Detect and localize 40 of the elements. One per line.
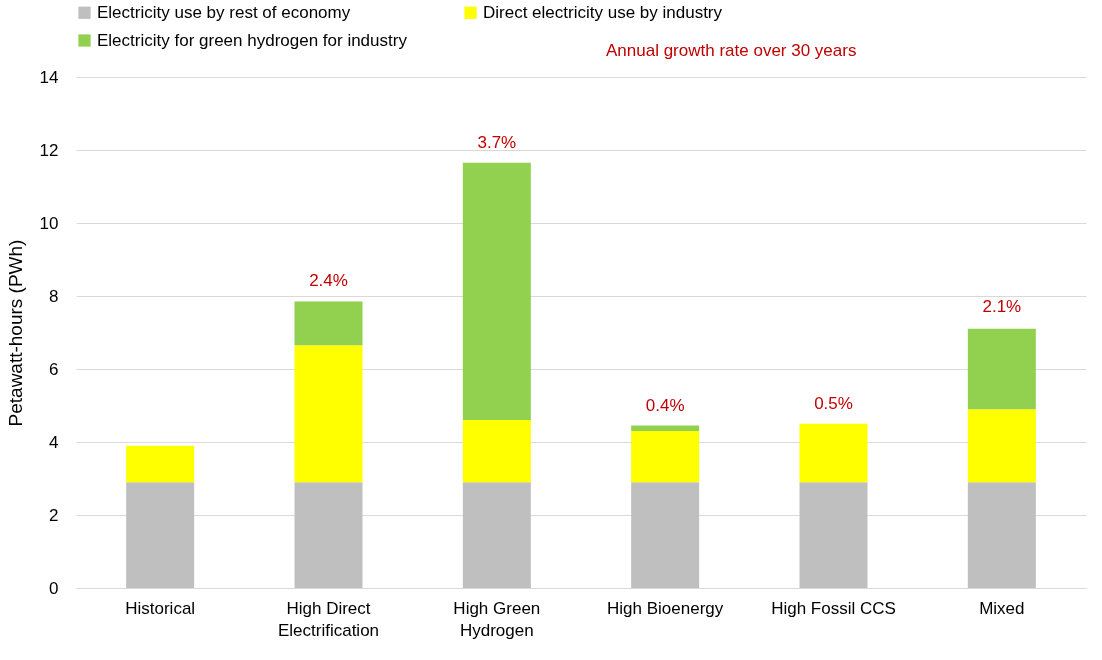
y-tick-label: 12 bbox=[39, 140, 59, 160]
legend-label: Electricity for green hydrogen for industry bbox=[97, 30, 408, 50]
y-tick-label: 2 bbox=[49, 505, 59, 525]
y-tick-label: 8 bbox=[49, 286, 59, 306]
x-tick-label: High Direct Electrification bbox=[277, 598, 380, 640]
annotation: 0.5% bbox=[814, 393, 853, 413]
bar bbox=[294, 345, 363, 483]
y-tick-label: 4 bbox=[49, 432, 59, 452]
annotation: 3.7% bbox=[477, 132, 517, 152]
bar bbox=[799, 423, 868, 483]
bar bbox=[967, 482, 1036, 588]
legend-label: Direct electricity use by industry bbox=[483, 2, 723, 22]
y-tick-label: 0 bbox=[49, 578, 59, 598]
bar bbox=[631, 425, 700, 432]
y-axis-title: Petawatt-hours (PWh) bbox=[4, 239, 26, 427]
legend-label: Electricity use by rest of economy bbox=[97, 2, 351, 22]
bar bbox=[462, 420, 531, 483]
annotation: 2.1% bbox=[982, 297, 1022, 317]
bar bbox=[631, 482, 700, 588]
bar bbox=[967, 328, 1036, 410]
bar bbox=[462, 482, 531, 588]
y-tick-label: 14 bbox=[39, 67, 59, 87]
y-tick-label: 6 bbox=[49, 359, 59, 379]
bar bbox=[294, 301, 363, 346]
bar bbox=[294, 482, 363, 588]
x-tick-label: High Bioenergy bbox=[607, 598, 724, 618]
bar bbox=[126, 445, 195, 483]
bar bbox=[462, 162, 531, 421]
bar bbox=[967, 409, 1036, 483]
bar bbox=[126, 482, 195, 588]
y-tick-label: 10 bbox=[39, 213, 59, 233]
text: Annual growth rate over 30 years bbox=[606, 41, 857, 60]
x-tick-label: Historical bbox=[125, 598, 196, 618]
x-tick-label: Mixed bbox=[979, 598, 1025, 618]
annotation: 0.4% bbox=[645, 395, 685, 415]
bar bbox=[799, 482, 868, 588]
annotation: 2.4% bbox=[309, 271, 348, 291]
x-tick-label: High Fossil CCS bbox=[771, 598, 896, 618]
x-tick-label: High Green Hydrogen bbox=[453, 598, 541, 640]
bar bbox=[631, 431, 700, 483]
